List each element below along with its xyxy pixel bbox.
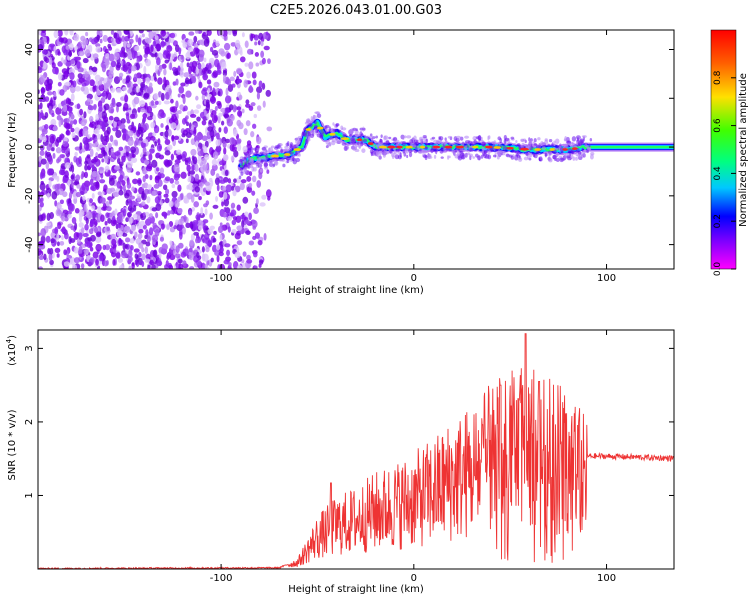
spectrogram-xlabel: Height of straight line (km) — [288, 285, 424, 296]
spectrogram-ytick-label: -40 — [24, 236, 35, 252]
spectrogram-ylabel: Frequency (Hz) — [7, 112, 18, 188]
spectrogram-xtick-label: -100 — [210, 273, 233, 284]
snr-ytick-label: 2 — [24, 419, 35, 425]
snr-xtick-label: -100 — [210, 573, 233, 584]
ridge-speckle — [238, 111, 595, 180]
spectrogram-ytick-label: 40 — [24, 43, 35, 56]
spectrogram-ytick-label: 0 — [24, 144, 35, 150]
snr-xtick-label: 100 — [597, 573, 616, 584]
noise-speckle — [38, 30, 273, 269]
colorbar-tick-label: 0.6 — [713, 118, 723, 133]
snr-frame — [37, 329, 675, 570]
snr-ytick-label: 1 — [24, 492, 35, 498]
spectrogram-ytick-label: -20 — [24, 188, 35, 204]
colorbar-tick-label: 0.0 — [713, 262, 723, 277]
spectrogram-panel: -100 0 100 -40 -20 0 20 40 Height of straight l… — [7, 29, 675, 296]
colorbar-tick-label: 0.2 — [713, 214, 723, 228]
figure-title: C2E5.2026.043.01.00.G03 — [270, 3, 442, 18]
snr-series-line — [38, 333, 674, 569]
spectrogram-frame — [37, 29, 675, 270]
spectrogram-ytick-label: 20 — [24, 92, 35, 105]
snr-panel: -100 0 100 1 2 3 Height of straight line (km)… — [5, 329, 675, 595]
ridge-highlights — [271, 126, 578, 158]
spectrogram-xtick-label: 0 — [411, 273, 417, 284]
colorbar-tick-label: 0.8 — [713, 70, 723, 85]
snr-xlabel: Height of straight line (km) — [288, 584, 424, 595]
colorbar-tick-label: 0.4 — [713, 166, 723, 181]
colorbar-label: Normalized spectral amplitude — [738, 73, 749, 227]
colorbar: 0.0 0.2 0.4 0.6 0.8 Normalized spectral ampl… — [710, 29, 749, 277]
snr-ytick-label: 3 — [24, 345, 35, 351]
snr-multiplier: (x104) — [5, 335, 18, 366]
snr-xtick-label: 0 — [411, 573, 417, 584]
colorbar-gradient — [710, 29, 737, 270]
spectrogram-xtick-label: 100 — [597, 273, 616, 284]
snr-ylabel: SNR (10 * v/v) — [7, 409, 18, 480]
